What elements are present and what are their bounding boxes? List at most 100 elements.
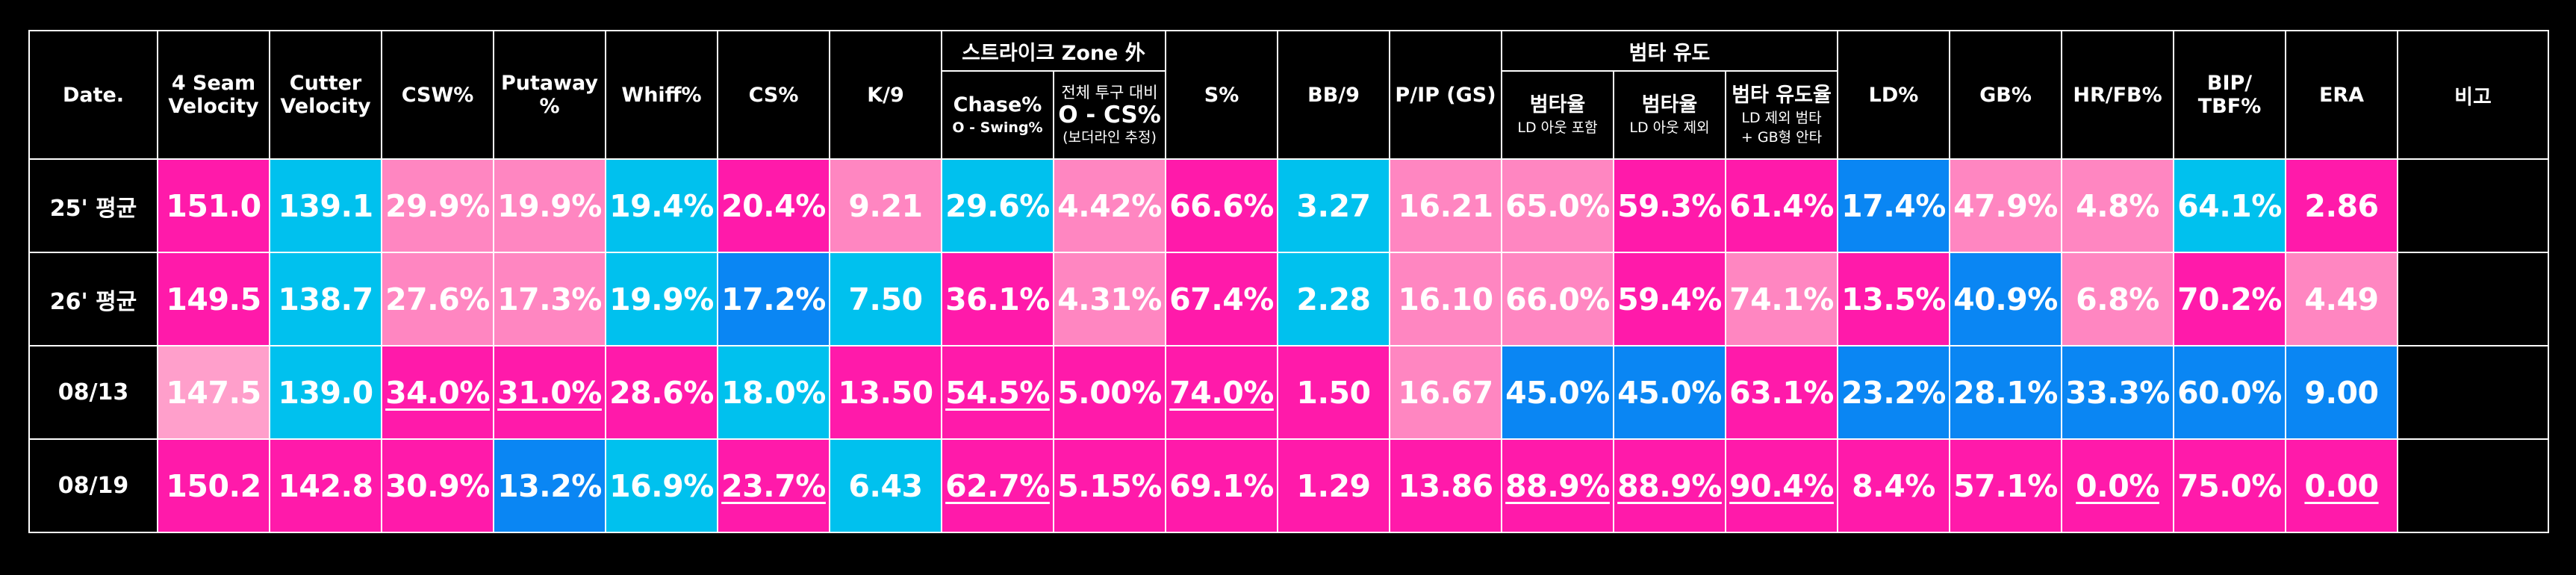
stat-cell: 29.9%	[381, 158, 494, 253]
stat-cell: 2.28	[1277, 252, 1391, 346]
stat-value: 151.0	[166, 187, 261, 224]
stat-value: 47.9%	[1953, 187, 2058, 224]
header-out-rate-incl-note: LD 아웃 포함	[1517, 119, 1598, 136]
stat-value: 59.3%	[1617, 187, 1722, 224]
stat-cell: 17.3%	[493, 252, 606, 346]
table-row: 08/19 150.2 142.8 30.9% 13.2% 16.9% 23.7% 6.43 6…	[28, 438, 2550, 533]
header-ld: LD%	[1837, 30, 1951, 160]
stat-cell: 45.0%	[1613, 345, 1727, 440]
stat-value: 19.4%	[609, 187, 714, 224]
stat-value: 28.1%	[1953, 374, 2058, 411]
header-chase-note: O - Swing%	[952, 119, 1043, 136]
stat-value: 13.50	[838, 374, 933, 411]
stat-value: 142.8	[278, 467, 373, 504]
header-cs: CS%	[717, 30, 830, 160]
row-label: 08/19	[28, 438, 158, 533]
stat-cell: 74.0%	[1165, 345, 1279, 440]
header-4seam-velocity: 4 Seam Velocity	[157, 30, 270, 160]
stat-cell: 17.4%	[1837, 158, 1951, 253]
header-chase: Chase% O - Swing%	[941, 70, 1054, 160]
row-label: 08/13	[28, 345, 158, 440]
stat-value: 59.4%	[1617, 281, 1722, 317]
stat-cell: 13.2%	[493, 438, 606, 533]
stat-value: 13.5%	[1841, 281, 1946, 317]
stat-cell: 36.1%	[941, 252, 1054, 346]
stat-cell: 19.9%	[493, 158, 606, 253]
stat-cell: 142.8	[269, 438, 382, 533]
header-hrfb: HR/FB%	[2061, 30, 2175, 160]
stat-cell: 16.10	[1389, 252, 1503, 346]
stat-value: 23.2%	[1841, 374, 1946, 411]
stat-cell: 57.1%	[1949, 438, 2063, 533]
stat-cell: 139.1	[269, 158, 382, 253]
stat-cell: 66.6%	[1165, 158, 1279, 253]
stat-cell: 40.9%	[1949, 252, 2063, 346]
stat-cell: 27.6%	[381, 252, 494, 346]
stat-cell: 23.2%	[1837, 345, 1951, 440]
stat-value: 16.9%	[609, 467, 714, 504]
stat-value: 4.42%	[1057, 187, 1162, 224]
stat-cell: 9.00	[2285, 345, 2399, 440]
header-k9: K/9	[829, 30, 942, 160]
stat-value: 74.0%	[1169, 374, 1274, 411]
stat-value: 138.7	[278, 281, 373, 317]
header-chase-main: Chase%	[953, 93, 1042, 116]
stat-cell: 149.5	[157, 252, 270, 346]
stat-value: 3.27	[1296, 187, 1371, 224]
stat-value: 88.9%	[1505, 467, 1610, 504]
stat-cell: 7.50	[829, 252, 942, 346]
stat-cell: 3.27	[1277, 158, 1391, 253]
header-out-rate-excl-note: LD 아웃 제외	[1629, 119, 1710, 136]
stat-value: 23.7%	[721, 467, 826, 504]
stat-value: 88.9%	[1617, 467, 1722, 504]
stat-value: 20.4%	[721, 187, 826, 224]
stat-value: 30.9%	[385, 467, 490, 504]
header-induce-rate-note1: LD 제외 범타	[1741, 110, 1822, 126]
stat-value: 4.8%	[2076, 187, 2159, 224]
stat-cell: 0.0%	[2061, 438, 2175, 533]
stat-cell: 16.9%	[605, 438, 718, 533]
stat-cell: 64.1%	[2173, 158, 2287, 253]
header-induce-rate-note2: + GB형 안타	[1740, 129, 1823, 146]
table-row: 25' 평균 151.0 139.1 29.9% 19.9% 19.4% 20.4% 9.21…	[28, 158, 2550, 253]
stat-cell: 61.4%	[1725, 158, 1839, 253]
header-whiff: Whiff%	[605, 30, 718, 160]
stat-value: 4.31%	[1057, 281, 1162, 317]
stat-cell: 59.4%	[1613, 252, 1727, 346]
stat-value: 150.2	[166, 467, 261, 504]
header-out-rate-excl: 범타율 LD 아웃 제외	[1613, 70, 1727, 160]
stat-value: 67.4%	[1169, 281, 1274, 317]
stat-value: 16.21	[1398, 187, 1493, 224]
header-out-rate-incl: 범타율 LD 아웃 포함	[1501, 70, 1615, 160]
stat-value: 45.0%	[1617, 374, 1722, 411]
stat-value: 139.0	[278, 374, 373, 411]
stat-cell: 63.1%	[1725, 345, 1839, 440]
header-o-cs: 전체 투구 대비 O - CS% (보더라인 추정)	[1052, 70, 1167, 160]
stat-value: 29.6%	[945, 187, 1050, 224]
header-gb: GB%	[1949, 30, 2063, 160]
row-label: 26' 평균	[28, 252, 158, 346]
stat-cell: 75.0%	[2173, 438, 2287, 533]
header-csw: CSW%	[381, 30, 494, 160]
header-induce-rate: 범타 유도율 LD 제외 범타 + GB형 안타	[1725, 70, 1839, 160]
stat-value: 19.9%	[497, 187, 602, 224]
stat-value: 40.9%	[1953, 281, 2058, 317]
stat-cell: 5.00%	[1052, 345, 1167, 440]
stat-cell: 31.0%	[493, 345, 606, 440]
table-row: 26' 평균 149.5 138.7 27.6% 17.3% 19.9% 17.2% 7.50…	[28, 252, 2550, 346]
header-o-cs-main: O - CS%	[1058, 102, 1161, 128]
stat-value: 9.21	[848, 187, 923, 224]
stat-cell: 18.0%	[717, 345, 830, 440]
stat-cell: 20.4%	[717, 158, 830, 253]
stat-cell: 0.00	[2285, 438, 2399, 533]
stat-value: 45.0%	[1505, 374, 1610, 411]
stat-cell: 34.0%	[381, 345, 494, 440]
stat-cell: 4.31%	[1052, 252, 1167, 346]
stat-cell: 150.2	[157, 438, 270, 533]
stat-value: 8.4%	[1852, 467, 1935, 504]
stat-cell: 90.4%	[1725, 438, 1839, 533]
stat-cell: 139.0	[269, 345, 382, 440]
stat-value: 62.7%	[945, 467, 1050, 504]
stat-cell: 45.0%	[1501, 345, 1615, 440]
stat-cell: 47.9%	[1949, 158, 2063, 253]
